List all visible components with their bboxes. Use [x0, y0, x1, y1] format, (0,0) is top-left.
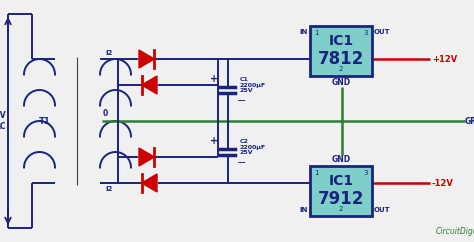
FancyBboxPatch shape: [310, 26, 372, 76]
Text: -12V: -12V: [432, 179, 454, 188]
Text: IC1: IC1: [328, 174, 354, 188]
Text: I2: I2: [105, 186, 113, 192]
Text: C2
2200μF
25V: C2 2200μF 25V: [239, 139, 265, 155]
Polygon shape: [142, 174, 157, 192]
Text: 7912: 7912: [318, 190, 364, 208]
Text: 2: 2: [339, 206, 343, 212]
Text: IN: IN: [300, 29, 308, 35]
FancyBboxPatch shape: [310, 166, 372, 216]
Text: +: +: [210, 74, 219, 84]
Text: 230V
AC: 230V AC: [0, 111, 6, 131]
Text: IC1: IC1: [328, 34, 354, 48]
Text: IN: IN: [300, 207, 308, 213]
Text: 7812: 7812: [318, 50, 364, 68]
Text: T1: T1: [39, 116, 51, 126]
Text: −: −: [237, 158, 246, 168]
Text: 3: 3: [364, 30, 368, 36]
Text: 1: 1: [314, 170, 319, 176]
Text: GND: GND: [331, 155, 351, 164]
Text: OUT: OUT: [374, 29, 391, 35]
Text: GROUND: GROUND: [465, 116, 474, 126]
Polygon shape: [139, 50, 155, 68]
Text: GND: GND: [331, 78, 351, 87]
Polygon shape: [142, 76, 157, 94]
Text: OUT: OUT: [374, 207, 391, 213]
Text: CircuitDigest: CircuitDigest: [435, 227, 474, 236]
Text: 2: 2: [339, 66, 343, 72]
Text: +12V: +12V: [432, 54, 457, 63]
Text: 0: 0: [103, 109, 108, 118]
Polygon shape: [139, 148, 155, 166]
Text: 3: 3: [364, 170, 368, 176]
Text: 1: 1: [314, 30, 319, 36]
Text: C1
2200μF
25V: C1 2200μF 25V: [239, 77, 265, 93]
Text: −: −: [237, 96, 246, 106]
Text: I2: I2: [105, 50, 113, 56]
Text: +: +: [210, 136, 219, 146]
